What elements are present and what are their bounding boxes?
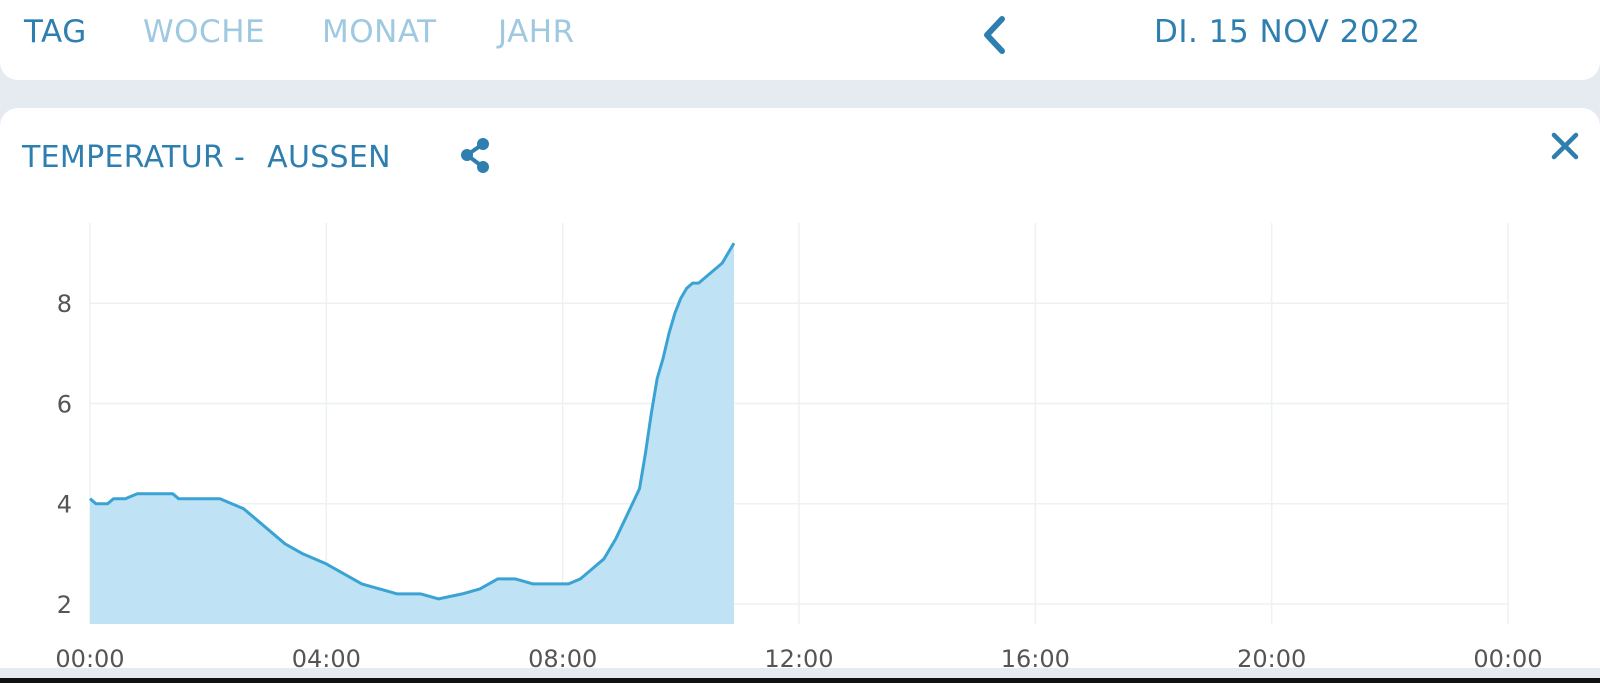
close-button[interactable]: [1547, 128, 1583, 164]
temperature-line: [89, 242, 736, 601]
tab-week[interactable]: WOCHE: [143, 14, 266, 50]
y-tick-label: 2: [57, 591, 72, 619]
x-tick-label: 12:00: [764, 645, 833, 673]
card-title-prefix: TEMPERATUR -: [22, 140, 246, 175]
card-title: TEMPERATUR - AUSSEN: [22, 140, 391, 175]
x-tick-label: 20:00: [1237, 645, 1306, 673]
x-tick-label: 00:00: [1473, 645, 1542, 673]
y-tick-label: 6: [57, 390, 72, 418]
y-tick-label: 8: [57, 290, 72, 318]
card-title-location: AUSSEN: [267, 140, 391, 175]
share-icon: [461, 138, 489, 173]
previous-date-button[interactable]: [974, 10, 1014, 60]
tab-year[interactable]: JAHR: [498, 14, 575, 50]
x-tick-label: 00:00: [55, 645, 124, 673]
chart-grid: [89, 223, 1509, 624]
share-button[interactable]: [458, 136, 492, 176]
x-tick-label: 16:00: [1001, 645, 1070, 673]
y-tick-label: 4: [57, 491, 72, 519]
screen-bottom-edge: [0, 678, 1600, 683]
temperature-area: [90, 243, 734, 624]
x-tick-label: 04:00: [292, 645, 361, 673]
tab-month[interactable]: MONAT: [322, 14, 437, 50]
tab-day[interactable]: TAG: [24, 14, 87, 50]
x-tick-label: 08:00: [528, 645, 597, 673]
current-date: DI. 15 NOV 2022: [1154, 14, 1421, 50]
temperature-chart: 2 4 6 8 00:00 04:00 08:00 12:00 16:00 20:00 00:00: [55, 223, 1543, 673]
y-axis-ticks: 2 4 6 8: [57, 290, 72, 619]
chevron-left-icon: [984, 16, 1005, 54]
period-tabs-bar: TAG WOCHE MONAT JAHR DI. 15 NOV 2022: [0, 0, 1600, 80]
x-axis-ticks: 00:00 04:00 08:00 12:00 16:00 20:00 00:00: [55, 645, 1542, 673]
close-icon: [1551, 132, 1579, 160]
